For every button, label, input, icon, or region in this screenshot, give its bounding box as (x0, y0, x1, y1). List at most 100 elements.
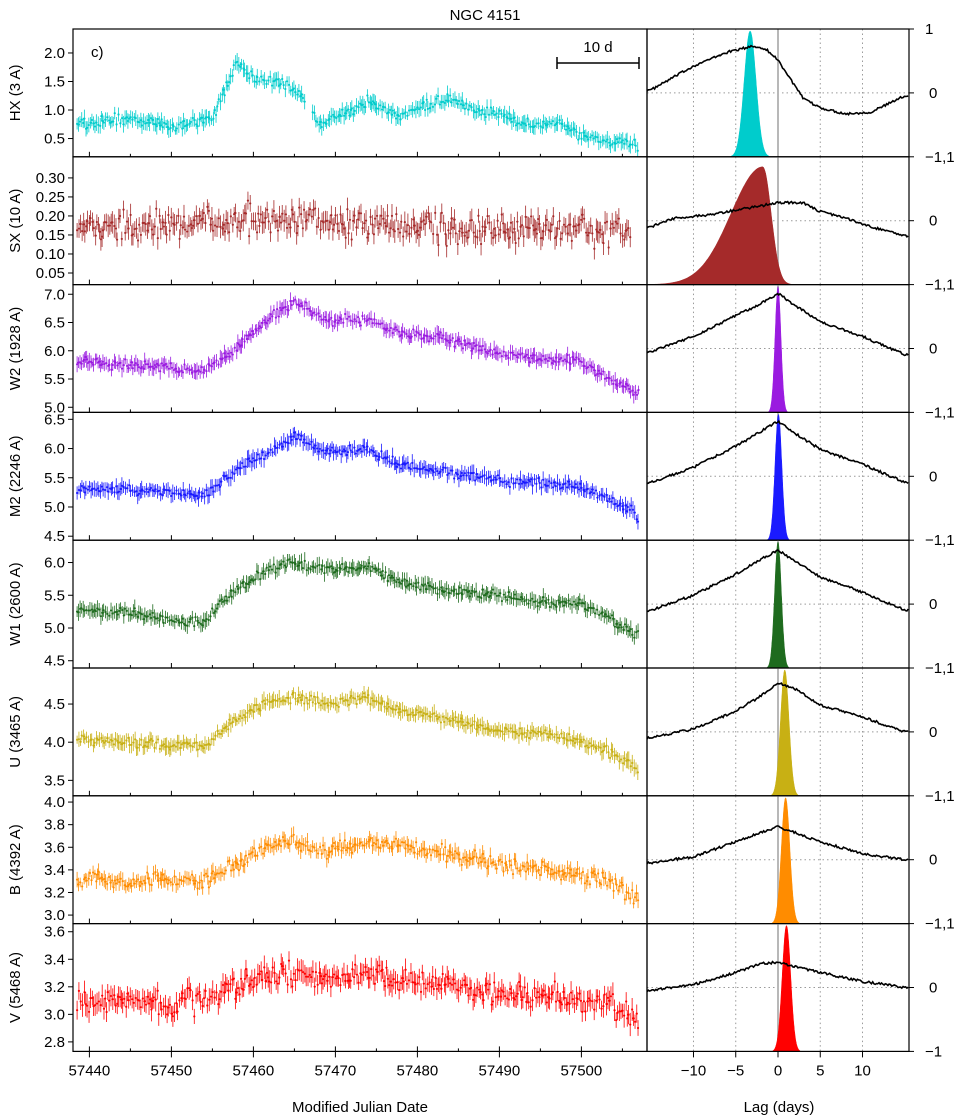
data-point (148, 613, 152, 616)
data-point (577, 488, 581, 491)
data-point (504, 231, 507, 234)
data-point (390, 214, 394, 217)
data-point (309, 694, 313, 697)
data-point (220, 480, 223, 483)
data-point (582, 131, 585, 134)
data-point (168, 489, 171, 492)
data-point (439, 470, 442, 473)
data-point (115, 238, 119, 241)
data-point (307, 213, 310, 216)
data-point (239, 715, 242, 718)
data-point (456, 473, 459, 476)
data-point (385, 225, 388, 228)
data-point (572, 225, 575, 228)
data-point (175, 617, 178, 621)
data-point (403, 578, 406, 581)
data-point (132, 610, 135, 613)
data-point (343, 839, 346, 842)
data-point (118, 880, 121, 884)
data-point (227, 596, 231, 599)
data-point (212, 490, 215, 493)
data-point (397, 114, 401, 118)
data-point (252, 847, 256, 850)
data-point (255, 703, 258, 706)
data-point (493, 476, 497, 479)
data-point (520, 224, 524, 227)
data-point (449, 94, 452, 97)
data-point (240, 63, 243, 66)
data-point (105, 362, 108, 365)
data-point (116, 613, 119, 616)
data-point (326, 219, 329, 222)
data-point (158, 619, 161, 622)
data-point (300, 434, 303, 437)
data-point (415, 708, 418, 712)
data-point (464, 723, 467, 727)
data-point (406, 224, 409, 227)
data-point (433, 712, 436, 715)
data-point (100, 485, 104, 488)
data-point (279, 844, 283, 848)
data-point (414, 713, 417, 717)
data-point (79, 881, 82, 884)
data-point (553, 735, 556, 739)
data-point (231, 223, 234, 226)
data-point (333, 223, 336, 226)
data-point (259, 326, 263, 329)
data-point (179, 224, 182, 227)
data-point (133, 490, 136, 494)
data-point (621, 234, 624, 237)
data-point (585, 367, 588, 370)
data-point (399, 710, 402, 714)
data-point (317, 702, 321, 705)
data-point (303, 559, 306, 562)
data-point (118, 214, 122, 218)
data-point (164, 221, 167, 224)
data-point (89, 489, 93, 492)
data-point (214, 873, 217, 876)
data-point (603, 377, 607, 380)
data-point (217, 98, 220, 101)
data-point (469, 219, 472, 222)
data-point (615, 137, 619, 141)
data-point (458, 230, 461, 233)
data-point (83, 358, 86, 361)
data-point (217, 483, 221, 487)
data-point (90, 879, 93, 882)
data-point (325, 318, 328, 322)
data-point (528, 361, 531, 364)
data-point (525, 598, 528, 601)
data-point (330, 565, 333, 568)
light-curve-frame (72, 28, 648, 158)
data-point (461, 720, 464, 724)
data-point (603, 745, 606, 748)
data-point (596, 230, 599, 233)
data-point (232, 589, 235, 592)
data-point (107, 875, 111, 879)
data-point (365, 448, 368, 451)
data-point (80, 607, 83, 610)
data-point (286, 559, 289, 562)
y-tick-label: 0.5 (44, 131, 65, 148)
data-point (337, 847, 340, 851)
data-point (605, 493, 608, 496)
data-point (153, 489, 156, 493)
data-point (107, 490, 110, 493)
data-point (203, 495, 206, 498)
data-point (330, 316, 333, 319)
data-point (289, 702, 292, 705)
data-point (208, 364, 211, 367)
data-point (215, 359, 218, 362)
data-point (191, 371, 194, 374)
histogram-area (768, 286, 788, 413)
data-point (255, 231, 259, 234)
data-point (630, 504, 633, 507)
data-point (437, 333, 440, 336)
data-point (143, 614, 146, 617)
data-point (578, 223, 581, 226)
data-point (505, 482, 508, 486)
data-point (459, 103, 463, 106)
data-point (577, 601, 580, 605)
data-point (193, 219, 196, 222)
data-point (250, 70, 253, 73)
